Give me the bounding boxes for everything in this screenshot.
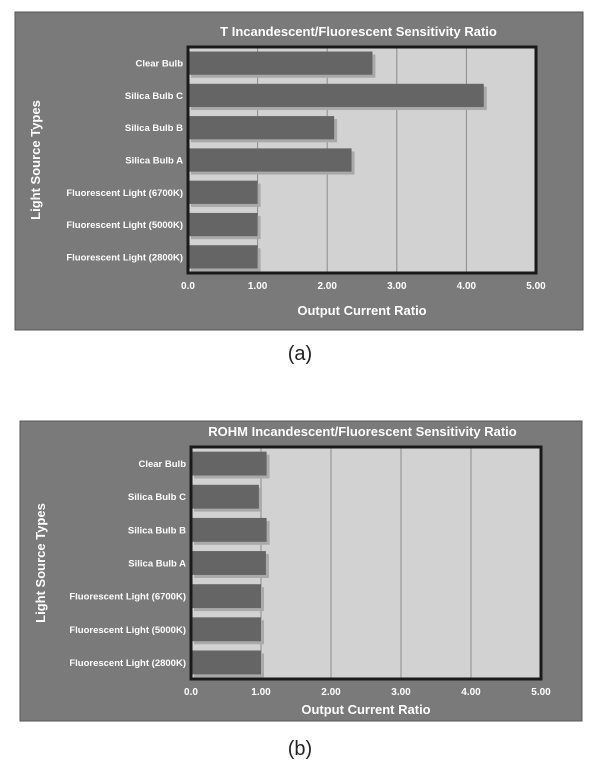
tick-label: 0.0	[181, 281, 195, 292]
x-axis-label: Output Current Ratio	[301, 702, 430, 717]
category-label: Silica Bulb B	[128, 525, 186, 536]
bar	[188, 148, 352, 172]
bar	[191, 451, 267, 476]
y-axis-label: Light Source Types	[28, 100, 43, 220]
bar	[188, 116, 335, 140]
category-label: Silica Bulb C	[125, 91, 183, 102]
bar	[188, 212, 258, 237]
x-axis-label: Output Current Ratio	[297, 303, 426, 318]
caption-a: (a)	[287, 343, 313, 365]
category-label: Clear Bulb	[135, 59, 183, 70]
tick-label: 2.00	[321, 687, 341, 698]
category-label: Fluorescent Light (6700K)	[69, 592, 186, 603]
caption-b: (b)	[287, 738, 313, 760]
bar	[191, 584, 261, 609]
tick-label: 1.00	[248, 281, 268, 292]
category-label: Silica Bulb C	[128, 492, 186, 503]
bar	[191, 650, 261, 675]
tick-label: 2.00	[317, 281, 337, 292]
category-label: Fluorescent Light (2800K)	[66, 252, 183, 263]
category-label: Fluorescent Light (2800K)	[69, 658, 186, 669]
category-label: Silica Bulb B	[125, 123, 183, 134]
bar	[188, 245, 258, 269]
category-label: Silica Bulb A	[128, 559, 186, 570]
category-label: Fluorescent Light (5000K)	[66, 220, 183, 231]
bar	[188, 83, 484, 108]
y-axis-label: Light Source Types	[33, 503, 48, 623]
bar	[191, 617, 261, 642]
category-label: Fluorescent Light (6700K)	[66, 188, 183, 199]
chart-title: ROHM Incandescent/Fluorescent Sensitivit…	[208, 424, 517, 439]
plot-border	[186, 45, 538, 275]
tick-label: 4.00	[461, 687, 481, 698]
chart-b: ROHM Incandescent/Fluorescent Sensitivit…	[19, 420, 583, 722]
tick-label: 5.00	[531, 687, 551, 698]
tick-label: 1.00	[251, 687, 271, 698]
tick-label: 3.00	[391, 687, 411, 698]
bar	[191, 517, 267, 542]
category-label: Silica Bulb A	[125, 156, 183, 167]
tick-label: 3.00	[387, 281, 407, 292]
category-label: Clear Bulb	[138, 459, 186, 470]
bar	[188, 51, 373, 75]
category-label: Fluorescent Light (5000K)	[69, 625, 186, 636]
bar	[188, 180, 258, 204]
chart-title: T Incandescent/Fluorescent Sensitivity R…	[220, 24, 497, 39]
tick-label: 5.00	[526, 281, 546, 292]
plot-border	[189, 445, 543, 681]
bar	[191, 551, 266, 575]
bar	[191, 484, 259, 509]
chart-a: T Incandescent/Fluorescent Sensitivity R…	[14, 11, 584, 331]
tick-label: 4.00	[457, 281, 477, 292]
tick-label: 0.0	[184, 687, 198, 698]
